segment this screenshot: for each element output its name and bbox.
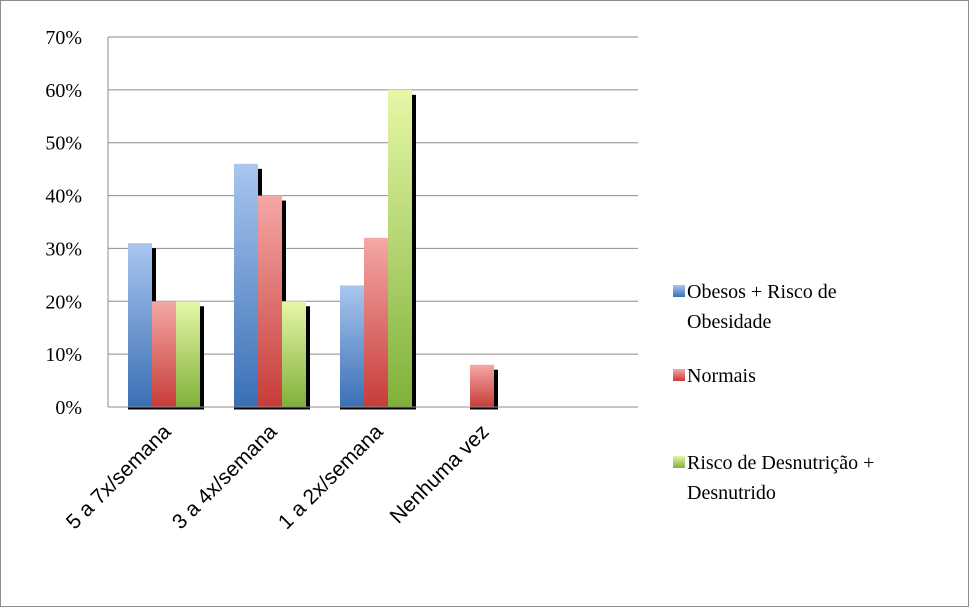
- bar: [282, 301, 306, 407]
- bar: [364, 237, 388, 407]
- legend-swatch: [673, 285, 685, 297]
- y-axis: 0% 10% 20% 30% 40% 50% 60% 70%: [45, 27, 109, 419]
- x-tick-label: 5 a 7x/semana: [62, 420, 176, 534]
- bar-shadow: [199, 306, 204, 409]
- legend-entry-label: Obesos + Risco de: [687, 281, 837, 303]
- y-tick-label: 50%: [45, 133, 82, 155]
- legend-swatch: [673, 456, 685, 468]
- legend: Obesos + Risco de Obesidade Normais Risco d…: [673, 281, 874, 504]
- legend-entry-label: Normais: [687, 365, 756, 387]
- y-tick-label: 70%: [45, 27, 82, 49]
- bar: [152, 301, 176, 407]
- bar: [234, 163, 258, 407]
- legend-entry-label: Obesidade: [687, 311, 772, 333]
- legend-entry-label: Risco de Desnutrição +: [687, 452, 874, 474]
- bar: [340, 285, 364, 407]
- bar-shadow: [411, 94, 416, 409]
- bar-shadow: [305, 306, 310, 409]
- y-tick-label: 30%: [45, 238, 82, 260]
- x-tick-label: 3 a 4x/semana: [168, 420, 282, 534]
- bar: [258, 195, 282, 407]
- bar: [470, 364, 494, 407]
- y-tick-label: 20%: [45, 291, 82, 313]
- bar-shadow: [493, 369, 498, 409]
- y-tick-label: 10%: [45, 344, 82, 366]
- bar: [388, 89, 412, 407]
- bar: [128, 243, 152, 407]
- bar: [176, 301, 200, 407]
- legend-swatch: [673, 369, 685, 381]
- x-tick-label: 1 a 2x/semana: [274, 420, 388, 534]
- bars: [128, 89, 498, 410]
- y-tick-label: 40%: [45, 186, 82, 208]
- legend-entry-label: Desnutrido: [687, 482, 776, 504]
- y-tick-label: 60%: [45, 80, 82, 102]
- x-tick-label: Nenhuma vez: [386, 420, 494, 528]
- y-tick-label: 0%: [55, 397, 82, 419]
